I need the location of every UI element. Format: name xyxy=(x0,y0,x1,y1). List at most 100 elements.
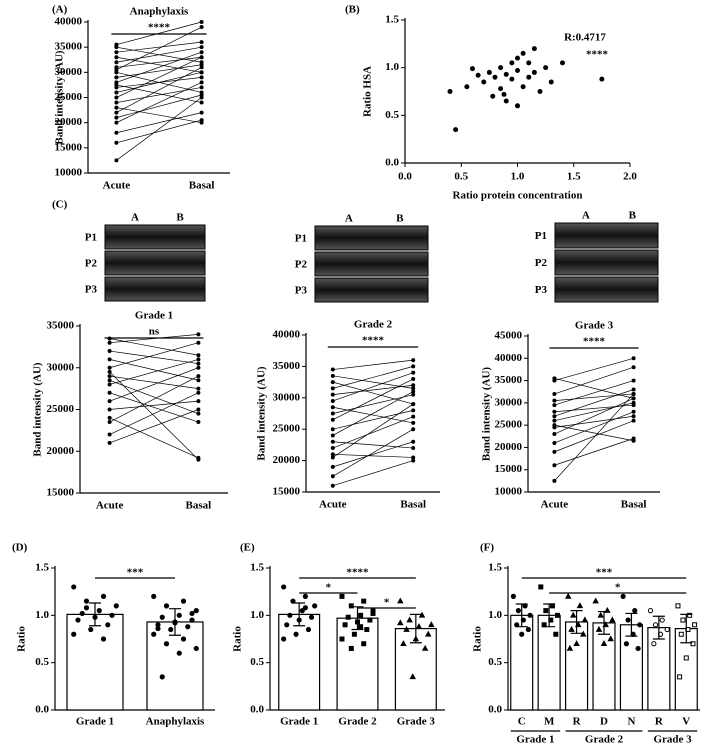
pair-line xyxy=(116,51,202,83)
group-label: Grade 2 xyxy=(585,734,624,746)
pair-line xyxy=(116,41,202,53)
y-axis-label: Band intensity (AU) xyxy=(256,366,268,460)
point xyxy=(475,72,481,78)
point xyxy=(510,593,516,600)
y-tick-label: 1.5 xyxy=(488,562,502,574)
point xyxy=(193,645,199,652)
pair-line xyxy=(554,420,634,453)
point xyxy=(631,387,636,392)
point xyxy=(411,414,416,419)
y-tick-label: 0.5 xyxy=(385,109,399,121)
point xyxy=(196,390,201,395)
point xyxy=(631,418,636,423)
pair-line xyxy=(109,392,199,435)
point xyxy=(114,60,119,65)
y-tick-label: 1.0 xyxy=(250,609,264,621)
point xyxy=(299,608,305,614)
point xyxy=(351,631,357,637)
y-tick-label: 15000 xyxy=(273,486,301,498)
pair-line xyxy=(332,375,414,389)
point xyxy=(114,120,119,125)
pair-line xyxy=(116,64,202,78)
point xyxy=(620,593,626,600)
y-tick-label: 0.0 xyxy=(250,704,264,716)
pair-line xyxy=(332,391,414,436)
point xyxy=(114,110,119,115)
point xyxy=(196,407,201,412)
point xyxy=(564,592,572,599)
point xyxy=(100,636,107,642)
point xyxy=(330,373,335,378)
error-bar xyxy=(680,613,693,644)
pair-line xyxy=(554,411,634,444)
point xyxy=(107,349,112,354)
point xyxy=(552,449,557,454)
y-axis-label: Ratio xyxy=(232,626,244,652)
point xyxy=(199,100,204,105)
point xyxy=(199,110,204,115)
point xyxy=(114,82,119,87)
point xyxy=(600,640,608,647)
point xyxy=(515,55,520,61)
blot-row-label: P3 xyxy=(85,284,98,296)
x-tick-label: Grade 2 xyxy=(338,716,377,728)
point xyxy=(107,365,112,370)
point xyxy=(403,625,410,632)
point xyxy=(189,617,195,623)
point xyxy=(664,626,670,633)
error-bar xyxy=(293,602,306,627)
y-tick-label: 1.5 xyxy=(385,14,399,26)
point xyxy=(599,76,605,82)
error-bar xyxy=(652,615,665,640)
point xyxy=(107,340,112,345)
pair-line xyxy=(332,394,414,414)
point xyxy=(515,608,521,614)
pair-line xyxy=(109,409,199,444)
error-bar xyxy=(169,608,181,636)
point xyxy=(411,402,416,407)
y-axis-label: Ratio HSA xyxy=(362,66,374,117)
point xyxy=(552,418,557,423)
pair-line xyxy=(109,375,199,423)
pair-line xyxy=(109,371,199,460)
point xyxy=(159,674,165,680)
x-tick-label: 1.5 xyxy=(567,171,581,183)
pair-line xyxy=(116,21,202,45)
point xyxy=(501,91,507,97)
point xyxy=(114,105,119,110)
group-label: Grade 1 xyxy=(516,734,554,746)
point xyxy=(114,42,119,47)
point xyxy=(453,127,459,133)
point xyxy=(88,626,94,633)
point xyxy=(552,440,557,445)
x-tick-label: 2.0 xyxy=(623,171,637,183)
point xyxy=(609,616,616,623)
pair-line xyxy=(332,416,414,449)
blot-band xyxy=(104,250,206,276)
point xyxy=(199,75,204,80)
y-tick-label: 0.5 xyxy=(250,656,264,668)
blot-row-label: P1 xyxy=(85,232,97,244)
point xyxy=(196,420,201,425)
x-tick-label: Acute xyxy=(103,180,131,192)
y-tick-label: 1.0 xyxy=(385,61,399,73)
point xyxy=(96,608,102,614)
y-tick-label: 25000 xyxy=(55,91,83,103)
blot-column-label: B xyxy=(396,213,404,225)
pair-line xyxy=(332,410,414,430)
point xyxy=(631,391,636,396)
point xyxy=(180,636,187,642)
point xyxy=(515,68,520,74)
y-tick-label: 20000 xyxy=(273,454,301,466)
point xyxy=(196,357,201,362)
pair-line xyxy=(554,366,634,395)
point xyxy=(151,631,157,637)
point xyxy=(490,93,496,99)
point xyxy=(597,611,604,618)
y-tick-label: 20000 xyxy=(55,116,83,128)
significance-label: **** xyxy=(583,336,606,348)
chart-title: Grade 2 xyxy=(354,319,393,331)
point xyxy=(107,357,112,362)
pair-line xyxy=(554,393,634,482)
point xyxy=(548,79,554,85)
